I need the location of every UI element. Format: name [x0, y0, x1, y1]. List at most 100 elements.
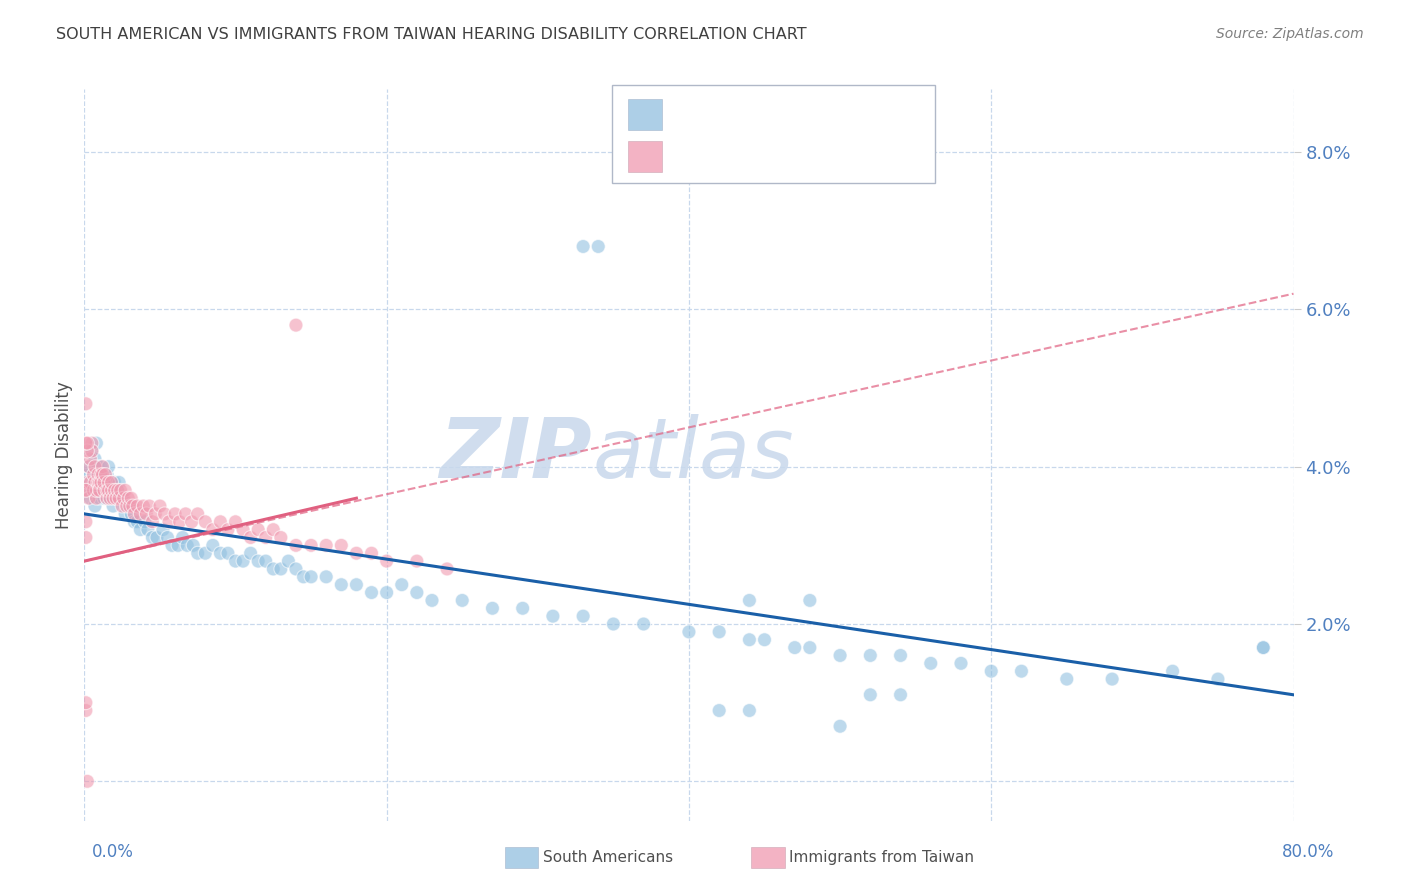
Point — [77, 459, 100, 474]
Point — [232, 523, 254, 537]
Point — [799, 640, 821, 655]
Point — [738, 593, 761, 607]
Point — [1206, 672, 1229, 686]
Point — [94, 467, 117, 482]
Point — [98, 491, 121, 505]
Point — [84, 499, 107, 513]
Point — [114, 483, 136, 498]
Point — [194, 546, 217, 560]
Point — [315, 538, 337, 552]
Point — [239, 531, 262, 545]
Point — [920, 657, 942, 671]
Point — [285, 538, 308, 552]
Point — [738, 632, 761, 647]
Point — [79, 475, 101, 490]
Point — [572, 239, 595, 253]
Text: 93: 93 — [808, 147, 832, 165]
Point — [97, 483, 120, 498]
Point — [105, 491, 128, 505]
Point — [145, 507, 167, 521]
Point — [76, 444, 98, 458]
Point — [890, 648, 912, 663]
Point — [330, 577, 353, 591]
Point — [89, 491, 111, 505]
Point — [100, 475, 122, 490]
Point — [90, 467, 112, 482]
Point — [135, 507, 157, 521]
Point — [153, 507, 176, 521]
Point — [541, 609, 564, 624]
Point — [77, 491, 100, 505]
Point — [754, 632, 776, 647]
Point — [127, 515, 149, 529]
Point — [169, 515, 191, 529]
Point — [890, 688, 912, 702]
Text: 0.0%: 0.0% — [91, 843, 134, 861]
Point — [117, 491, 139, 505]
Point — [120, 507, 142, 521]
Point — [602, 617, 624, 632]
Point — [436, 562, 458, 576]
Point — [93, 475, 115, 490]
Point — [111, 499, 134, 513]
Point — [1253, 640, 1275, 655]
Point — [146, 531, 169, 545]
Point — [107, 483, 129, 498]
Point — [114, 507, 136, 521]
Text: South Americans: South Americans — [543, 850, 673, 864]
Point — [138, 499, 160, 513]
Point — [84, 459, 107, 474]
Point — [76, 774, 98, 789]
Point — [76, 475, 98, 490]
Point — [97, 475, 120, 490]
Point — [451, 593, 474, 607]
Point — [76, 475, 98, 490]
Text: 110: 110 — [808, 105, 845, 123]
Text: 0.146: 0.146 — [709, 147, 763, 165]
Text: R =: R = — [672, 105, 710, 123]
Point — [633, 617, 655, 632]
Point — [75, 515, 97, 529]
Point — [108, 475, 131, 490]
Point — [157, 515, 180, 529]
Point — [709, 704, 731, 718]
Point — [299, 570, 322, 584]
Point — [799, 593, 821, 607]
Point — [118, 499, 141, 513]
Point — [96, 491, 118, 505]
Point — [588, 239, 610, 253]
Point — [225, 554, 247, 568]
Point — [859, 688, 882, 702]
Point — [270, 531, 292, 545]
Point — [254, 531, 277, 545]
Point — [111, 491, 134, 505]
Point — [156, 531, 179, 545]
Point — [172, 531, 194, 545]
Y-axis label: Hearing Disability: Hearing Disability — [55, 381, 73, 529]
Point — [100, 483, 122, 498]
Point — [93, 491, 115, 505]
Point — [80, 444, 103, 458]
Point — [100, 483, 122, 498]
Point — [187, 507, 209, 521]
Point — [277, 554, 299, 568]
Point — [112, 491, 135, 505]
Point — [247, 554, 270, 568]
Point — [481, 601, 503, 615]
Point — [82, 467, 104, 482]
Point — [176, 538, 198, 552]
Point — [105, 491, 128, 505]
Point — [122, 507, 145, 521]
Point — [225, 515, 247, 529]
Point — [121, 499, 143, 513]
Text: R =: R = — [672, 147, 716, 165]
Point — [86, 483, 108, 498]
Point — [89, 475, 111, 490]
Point — [980, 664, 1002, 678]
Point — [80, 444, 103, 458]
Point — [187, 546, 209, 560]
Point — [217, 523, 239, 537]
Point — [1253, 640, 1275, 655]
Point — [79, 451, 101, 466]
Point — [75, 696, 97, 710]
